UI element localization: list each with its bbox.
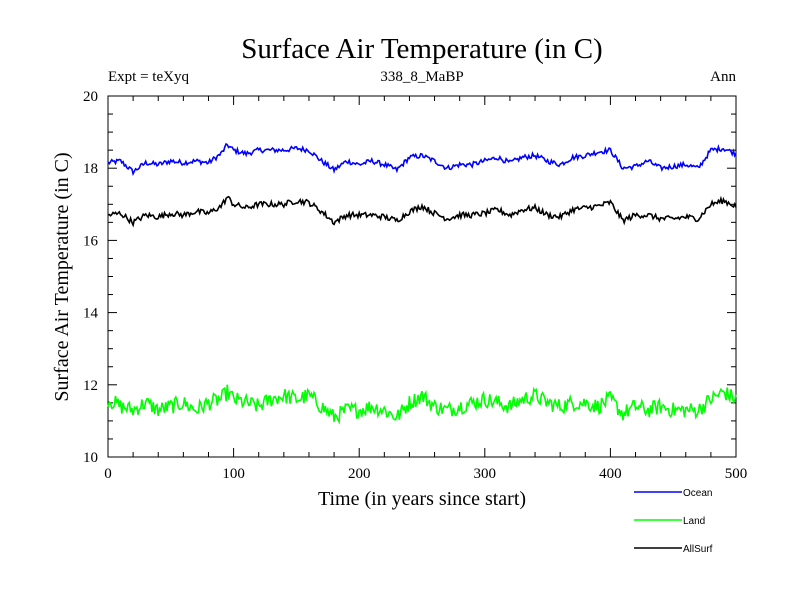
x-tick-label: 200: [348, 466, 371, 482]
x-tick-label: 0: [104, 466, 112, 482]
y-tick-label: 20: [83, 89, 98, 105]
x-tick-label: 300: [474, 466, 497, 482]
experiment-label: Expt = teXyq: [108, 69, 189, 85]
legend-label-allsurf: AllSurf: [683, 544, 713, 555]
x-axis-label: Time (in years since start): [318, 488, 526, 510]
chart-title: Surface Air Temperature (in C): [241, 33, 602, 65]
series-line-allsurf: [107, 195, 737, 228]
series-line-ocean: [107, 142, 737, 177]
series-line-land: [107, 384, 737, 425]
y-tick-label: 12: [83, 378, 98, 394]
legend-label-ocean: Ocean: [683, 488, 712, 499]
x-tick-label: 100: [222, 466, 245, 482]
legend: Ocean Land AllSurf: [634, 488, 713, 555]
legend-label-land: Land: [683, 516, 705, 527]
y-tick-label: 14: [83, 306, 99, 322]
series-lines: [107, 142, 737, 425]
chart-subtitle: 338_8_MaBP: [380, 69, 463, 85]
y-tick-label: 16: [83, 233, 99, 249]
axis-ticks: [107, 95, 737, 458]
x-tick-label: 500: [725, 466, 748, 482]
x-tick-label: 400: [599, 466, 622, 482]
y-tick-label: 18: [83, 161, 98, 177]
y-tick-label: 10: [83, 450, 98, 466]
axis-tick-labels: 0 100 200 300 400 500 10 12 14 16 18 20: [83, 89, 747, 482]
y-axis-label: Surface Air Temperature (in C): [51, 152, 73, 401]
season-label: Ann: [710, 69, 736, 85]
